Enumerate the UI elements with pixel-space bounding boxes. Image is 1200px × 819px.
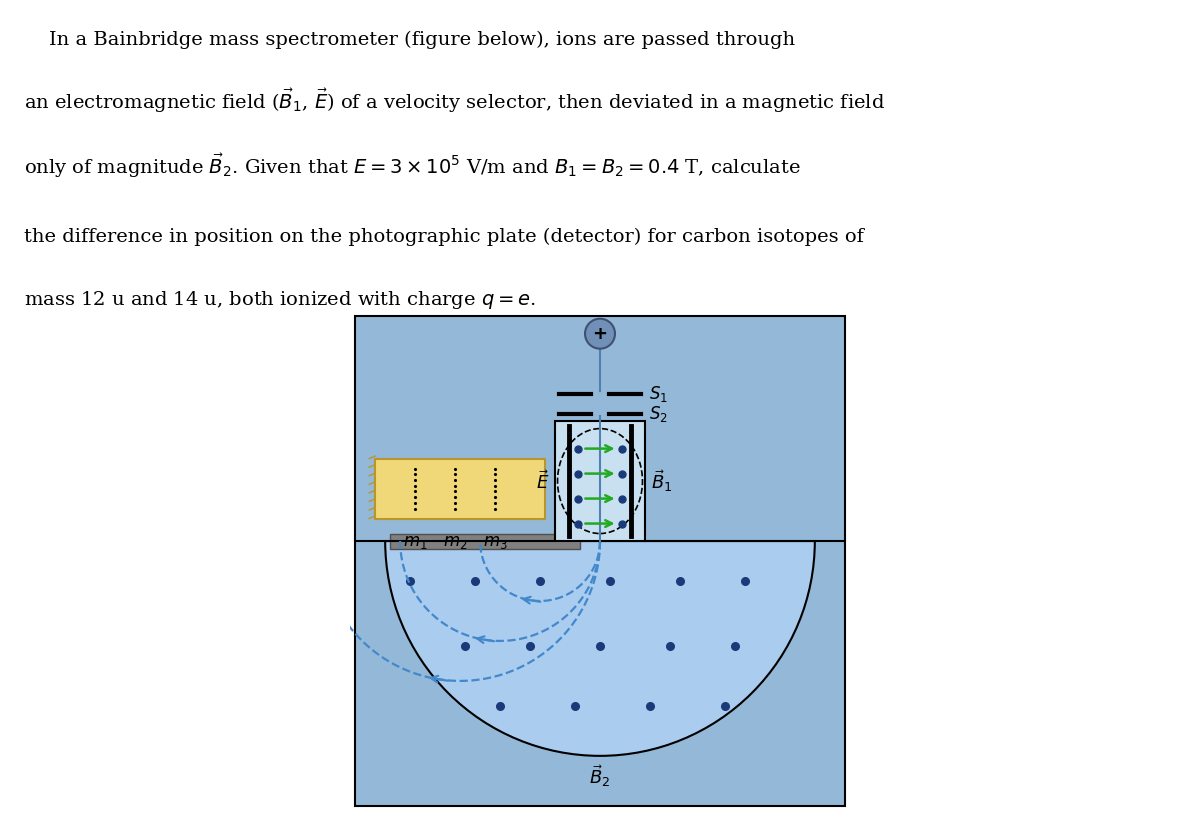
Text: +: + — [593, 324, 607, 342]
Circle shape — [586, 319, 614, 349]
Text: $\vec{B}_1$: $\vec{B}_1$ — [650, 468, 672, 494]
Text: the difference in position on the photographic plate (detector) for carbon isoto: the difference in position on the photog… — [24, 228, 864, 246]
Text: $m_2$: $m_2$ — [443, 533, 467, 550]
Text: $S_2$: $S_2$ — [649, 404, 667, 423]
FancyBboxPatch shape — [376, 459, 545, 518]
Text: an electromagnetic field ($\vec{B}_1$, $\vec{E}$) of a velocity selector, then d: an electromagnetic field ($\vec{B}_1$, $… — [24, 87, 886, 115]
Text: $m_3$: $m_3$ — [482, 533, 508, 550]
Text: In a Bainbridge mass spectrometer (figure below), ions are passed through: In a Bainbridge mass spectrometer (figur… — [24, 31, 796, 49]
Text: only of magnitude $\vec{B}_2$. Given that $E = 3 \times 10^5$ V/m and $B_1 = B_2: only of magnitude $\vec{B}_2$. Given tha… — [24, 152, 800, 180]
Text: mass 12 u and 14 u, both ionized with charge $q = e$.: mass 12 u and 14 u, both ionized with ch… — [24, 289, 536, 311]
Text: $\vec{B}_2$: $\vec{B}_2$ — [589, 763, 611, 789]
FancyBboxPatch shape — [390, 533, 580, 549]
FancyBboxPatch shape — [556, 421, 644, 541]
Text: $m_1$: $m_1$ — [403, 533, 427, 550]
FancyBboxPatch shape — [355, 316, 845, 806]
Text: $S_1$: $S_1$ — [649, 383, 667, 404]
Wedge shape — [385, 541, 815, 756]
Text: $\vec{E}$: $\vec{E}$ — [535, 469, 550, 492]
